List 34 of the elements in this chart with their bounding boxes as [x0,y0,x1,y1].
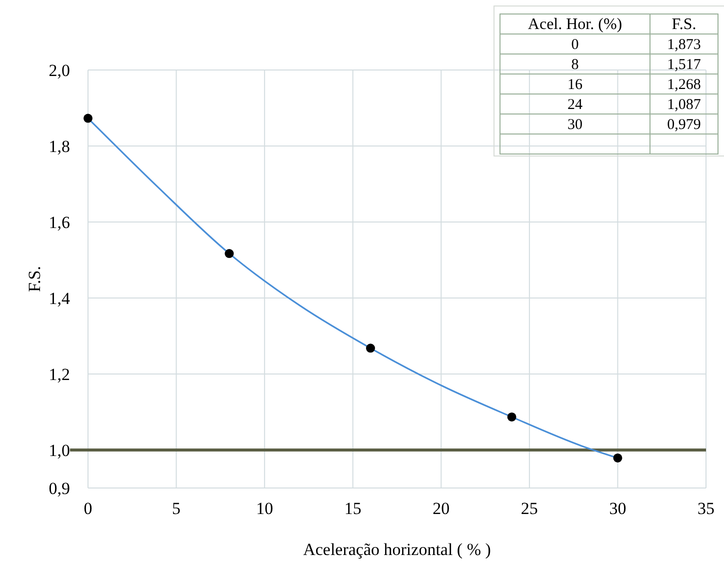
text: F.S. [672,16,696,33]
annotation: 30 [568,117,582,133]
annotation: 1,517 [667,57,702,73]
x-tick-label: 25 [520,499,538,518]
y-tick-label: 2,0 [48,61,70,80]
y-tick-label: 1,0 [48,441,70,460]
point [224,249,234,258]
point [507,412,516,422]
text: 1,873 [667,37,701,53]
annotation: 0,979 [667,117,701,133]
x-tick-label: 20 [432,499,450,518]
y-axis-title: F.S. [25,266,44,292]
y-tick-label: 1,2 [48,365,70,384]
annotation: 1,268 [667,77,701,93]
point [366,344,376,353]
y-tick-label: 1,6 [48,213,70,232]
text: Acel. Hor. (%) [528,16,622,33]
x-tick-label: 5 [172,499,181,518]
annotation: 24 [568,97,583,113]
annotation: 1,087 [667,97,702,113]
x-axis-title: Aceleração horizontal ( % ) [303,540,491,559]
annotation: 16 [568,77,583,93]
x-tick-label: 10 [256,499,274,518]
point [613,453,622,462]
y-tick-label: 0,9 [48,479,70,498]
x-tick-label: 35 [698,499,714,518]
annotation: 8 [571,57,579,73]
point [84,114,92,123]
x-tick-label: 30 [609,499,626,518]
x-tick-label: 15 [344,499,362,518]
y-tick-label: 1,8 [48,137,70,156]
x-tick-label: 0 [84,499,92,518]
text: 0 [571,37,579,53]
y-tick-label: 1,4 [48,289,70,308]
